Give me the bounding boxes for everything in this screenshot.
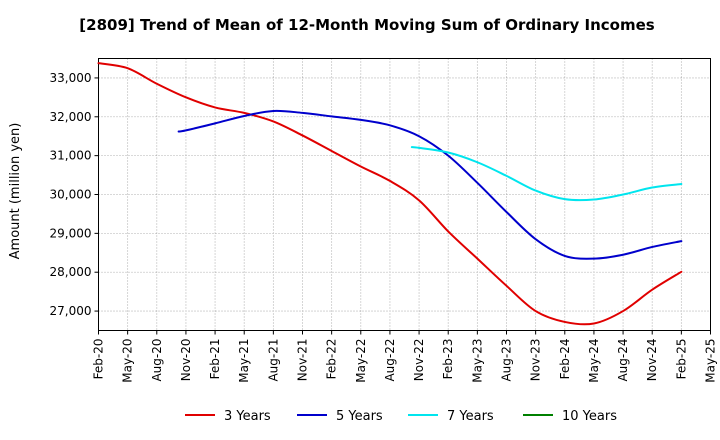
x-tick-label: May-25: [704, 339, 718, 383]
x-tick-label: Nov-24: [645, 339, 659, 382]
y-tick-label: 29,000: [50, 226, 92, 240]
series-layer: [97, 62, 683, 326]
x-tick-label: Aug-23: [500, 339, 514, 382]
x-tick-label: May-24: [587, 339, 601, 383]
series-line-7-years: [410, 146, 683, 202]
y-tick-label: 33,000: [50, 71, 92, 85]
x-tick-label: Feb-20: [92, 339, 106, 380]
y-tick-label: 32,000: [50, 110, 92, 124]
x-tick-label: Feb-22: [325, 339, 339, 380]
series-line-3-years: [97, 62, 683, 326]
x-tick-label: May-23: [470, 339, 484, 383]
grid-layer: [98, 58, 711, 331]
x-tick-label: Aug-20: [150, 339, 164, 382]
x-tick-label: Aug-22: [383, 339, 397, 382]
x-tick-label: Feb-24: [558, 339, 572, 380]
x-tick-label: Nov-20: [179, 339, 193, 382]
legend-label-5-years: 5 Years: [336, 409, 383, 424]
chart-title: [2809] Trend of Mean of 12-Month Moving …: [79, 16, 654, 34]
x-tick-label: Feb-21: [208, 339, 222, 380]
x-tick-label: May-21: [237, 339, 251, 383]
y-axis-label: Amount (million yen): [8, 123, 23, 260]
x-tick-label: Feb-25: [674, 339, 688, 380]
legend-label-3-years: 3 Years: [224, 409, 271, 424]
x-tick-label: Nov-23: [529, 339, 543, 382]
y-tick-label: 31,000: [50, 149, 92, 163]
y-tick-label: 28,000: [50, 265, 92, 279]
legend: 3 Years 5 Years 7 Years 10 Years: [185, 409, 617, 424]
y-axis-ticks: 27,000 28,000 29,000 30,000 31,000 32,000 33,0…: [50, 71, 99, 318]
y-tick-label: 30,000: [50, 188, 92, 202]
x-tick-label: May-22: [354, 339, 368, 383]
x-axis-ticks: Feb-20 May-20 Aug-20 Nov-20 Feb-21 May-21 Aug-…: [92, 330, 718, 383]
series-line-5-years: [177, 109, 683, 260]
legend-label-10-years: 10 Years: [562, 409, 617, 424]
y-tick-label: 27,000: [50, 304, 92, 318]
x-tick-label: Nov-22: [412, 339, 426, 382]
x-tick-label: Aug-24: [616, 339, 630, 382]
x-tick-label: Aug-21: [266, 339, 280, 382]
x-tick-label: Nov-21: [296, 339, 310, 382]
x-tick-label: Feb-23: [441, 339, 455, 380]
legend-label-7-years: 7 Years: [447, 409, 494, 424]
x-tick-label: May-20: [121, 339, 135, 383]
